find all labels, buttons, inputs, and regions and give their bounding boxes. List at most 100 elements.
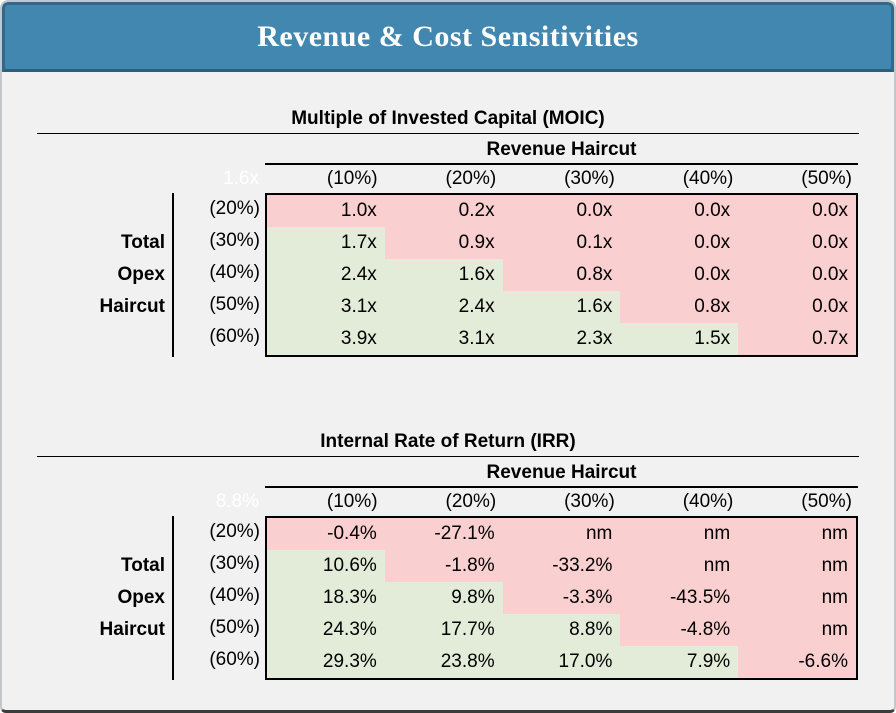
data-cell: nm <box>620 518 739 550</box>
data-cell: 24.3% <box>267 614 385 646</box>
data-cell: -3.3% <box>502 582 621 614</box>
row-header: (40%) <box>209 262 260 283</box>
data-cell: -1.8% <box>384 550 503 582</box>
column-header: (30%) <box>564 491 615 512</box>
row-group-label-line: Haircut <box>99 296 165 317</box>
moic-table-section: Multiple of Invested Capital (MOIC) Reve… <box>37 108 859 357</box>
data-cell: 17.7% <box>384 614 503 646</box>
data-cell: 3.9x <box>267 323 385 355</box>
data-cell: 8.8% <box>502 614 621 646</box>
data-cell: 1.6x <box>502 291 621 323</box>
column-header: (10%) <box>326 491 378 512</box>
data-cell: 0.0x <box>738 227 856 259</box>
corner-base-value: 1.6x <box>223 168 259 189</box>
data-cell: nm <box>502 518 621 550</box>
data-cell: 1.5x <box>620 323 739 355</box>
column-group-row: Revenue Haircut <box>37 459 859 488</box>
title-bar: Revenue & Cost Sensitivities <box>2 2 894 72</box>
column-header: (20%) <box>445 491 497 512</box>
column-header: (40%) <box>682 491 734 512</box>
data-grid: -0.4% -27.1% nm nm nm 10.6% -1.8% -33.2% nm nm 18.… <box>265 516 858 680</box>
row-group-label-line: Opex <box>117 587 165 608</box>
data-grid: 1.0x 0.2x 0.0x 0.0x 0.0x 1.7x 0.9x 0.1x 0.0x 0.0x… <box>265 193 858 357</box>
column-header-row: 1.6x (10%) (20%) (30%) (40%) (50%) <box>37 165 859 193</box>
table-title: Multiple of Invested Capital (MOIC) <box>37 108 859 134</box>
column-group-label: Revenue Haircut <box>265 136 858 165</box>
data-cell: nm <box>738 582 856 614</box>
row-header: (50%) <box>209 617 260 638</box>
row-group-label: Total Opex Haircut <box>37 193 174 357</box>
data-cell: 0.9x <box>384 227 503 259</box>
table-body: Total Opex Haircut (20%) (30%) (40%) (50%) (60… <box>37 516 859 680</box>
data-cell: 0.0x <box>620 259 739 291</box>
data-cell: 0.0x <box>502 195 621 227</box>
data-cell: 1.7x <box>267 227 385 259</box>
column-header-row: 8.8% (10%) (20%) (30%) (40%) (50%) <box>37 488 859 516</box>
data-cell: 0.0x <box>738 195 856 227</box>
row-group-label-line: Total <box>121 232 165 253</box>
row-header: (50%) <box>209 294 260 315</box>
data-cell: 0.0x <box>620 195 739 227</box>
data-cell: 23.8% <box>384 646 503 678</box>
row-header-column: (20%) (30%) (40%) (50%) (60%) <box>174 193 265 357</box>
group-spacer <box>37 136 265 165</box>
row-header: (60%) <box>209 326 260 347</box>
data-cell: 2.3x <box>502 323 621 355</box>
data-cell: -33.2% <box>502 550 621 582</box>
data-cell: 2.4x <box>267 259 385 291</box>
data-cell: nm <box>738 550 856 582</box>
data-cell: 29.3% <box>267 646 385 678</box>
data-cell: 17.0% <box>502 646 621 678</box>
row-header-column: (20%) (30%) (40%) (50%) (60%) <box>174 516 265 680</box>
row-header: (60%) <box>209 649 260 670</box>
page-title: Revenue & Cost Sensitivities <box>257 20 639 53</box>
row-header: (20%) <box>209 198 260 219</box>
row-header: (30%) <box>209 230 260 251</box>
row-group-label: Total Opex Haircut <box>37 516 174 680</box>
column-group-label: Revenue Haircut <box>265 459 858 488</box>
data-cell: 0.1x <box>502 227 621 259</box>
row-header: (20%) <box>209 521 260 542</box>
group-spacer <box>37 459 265 488</box>
data-cell: 0.2x <box>384 195 503 227</box>
data-cell: 0.0x <box>620 227 739 259</box>
column-header: (40%) <box>682 168 734 189</box>
data-cell: nm <box>738 614 856 646</box>
data-cell: 10.6% <box>267 550 385 582</box>
data-cell: 0.0x <box>738 259 856 291</box>
irr-table-section: Internal Rate of Return (IRR) Revenue Ha… <box>37 431 859 680</box>
column-group-row: Revenue Haircut <box>37 136 859 165</box>
data-cell: 1.0x <box>267 195 385 227</box>
row-group-label-line: Opex <box>117 264 165 285</box>
data-cell: 7.9% <box>620 646 739 678</box>
data-cell: 0.8x <box>502 259 621 291</box>
data-cell: 9.8% <box>384 582 503 614</box>
data-cell: 3.1x <box>267 291 385 323</box>
data-cell: 18.3% <box>267 582 385 614</box>
table-title: Internal Rate of Return (IRR) <box>37 431 859 457</box>
data-cell: nm <box>738 518 856 550</box>
data-cell: -43.5% <box>620 582 739 614</box>
data-cell: 2.4x <box>384 291 503 323</box>
data-cell: -0.4% <box>267 518 385 550</box>
data-cell: nm <box>620 550 739 582</box>
row-group-label-line: Total <box>121 555 165 576</box>
row-header: (30%) <box>209 553 260 574</box>
data-cell: -6.6% <box>738 646 856 678</box>
corner-base-value: 8.8% <box>215 491 259 512</box>
content-area: Multiple of Invested Capital (MOIC) Reve… <box>2 108 894 680</box>
column-header: (20%) <box>445 168 497 189</box>
table-body: Total Opex Haircut (20%) (30%) (40%) (50%) (60… <box>37 193 859 357</box>
data-cell: 3.1x <box>384 323 503 355</box>
row-group-label-line: Haircut <box>99 619 165 640</box>
data-cell: 0.8x <box>620 291 739 323</box>
data-cell: 1.6x <box>384 259 503 291</box>
column-header: (30%) <box>564 168 615 189</box>
column-header: (50%) <box>801 491 852 512</box>
data-cell: 0.7x <box>738 323 856 355</box>
column-header: (50%) <box>801 168 852 189</box>
data-cell: 0.0x <box>738 291 856 323</box>
data-cell: -27.1% <box>384 518 503 550</box>
data-cell: -4.8% <box>620 614 739 646</box>
